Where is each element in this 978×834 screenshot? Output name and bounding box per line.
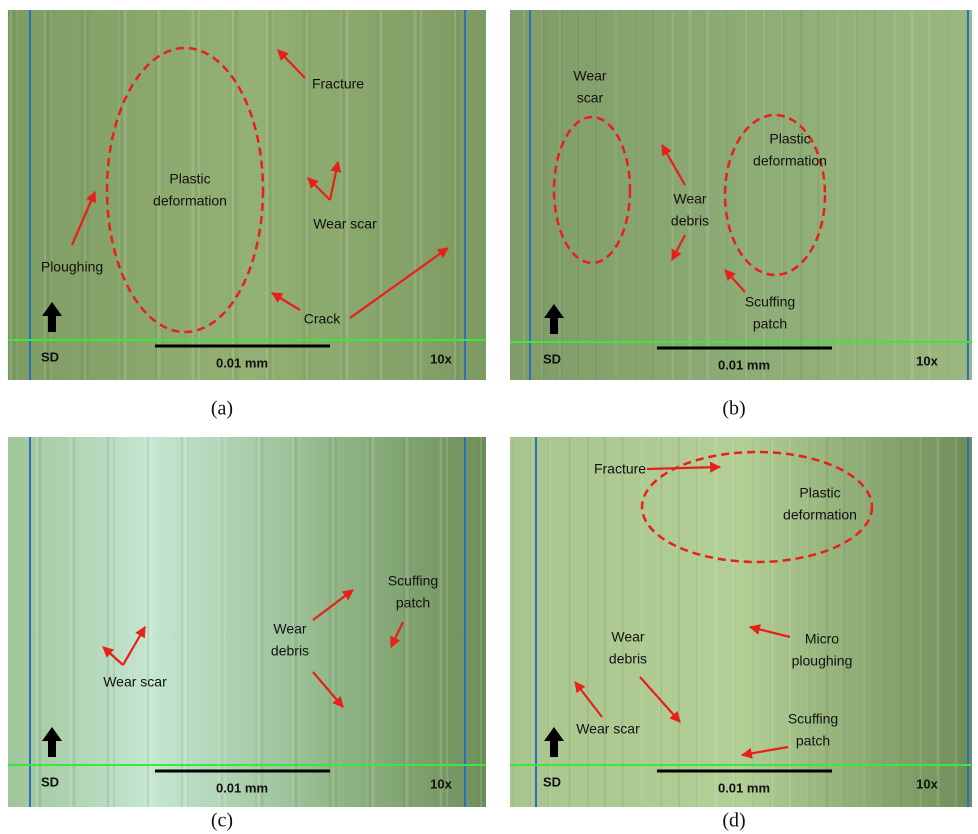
magnification: 10x (430, 351, 452, 366)
scale-label: 0.01 mm (216, 780, 268, 795)
sd-label: SD (41, 774, 59, 789)
annotation-text: Crack (304, 311, 342, 327)
sd-label: SD (543, 774, 561, 789)
annotation-text: patch (396, 595, 430, 611)
sd-label: SD (543, 351, 561, 366)
micrograph (510, 437, 972, 807)
annotation-text: Fracture (312, 76, 364, 92)
annotation-text: patch (796, 733, 830, 749)
annotation-text: Wear scar (576, 721, 640, 737)
annotation-text: Wear (273, 621, 307, 637)
panel: SD 0.01 mm 10x Wear scar Plastic deformation We… (510, 10, 972, 380)
annotation-text: patch (753, 316, 787, 332)
annotation-text: debris (671, 213, 709, 229)
annotation-text: debris (271, 643, 309, 659)
annotation-text: Plastic (769, 131, 810, 147)
scale-label: 0.01 mm (718, 780, 770, 795)
annotation-text: scar (577, 90, 604, 106)
annotation-text: Wear (611, 629, 645, 645)
sd-label: SD (41, 349, 59, 364)
scale-label: 0.01 mm (216, 355, 268, 370)
annotation-text: Scuffing (745, 294, 795, 310)
magnification: 10x (430, 776, 452, 791)
panel-caption: (c) (211, 810, 233, 832)
figure: SD 0.01 mm 10x Fracture Plastic deformation We… (0, 0, 978, 834)
annotation-text: ploughing (792, 653, 853, 669)
magnification: 10x (916, 353, 938, 368)
annotation-text: Micro (805, 631, 839, 647)
panel: SD 0.01 mm 10x Fracture Plastic deformation Mi… (510, 437, 972, 807)
annotation-text: Wear (673, 191, 707, 207)
panel: SD 0.01 mm 10x Fracture Plastic deformation We… (8, 10, 486, 380)
annotation-text: Wear scar (103, 674, 167, 690)
panel-caption: (d) (722, 810, 745, 832)
annotation-text: Ploughing (41, 259, 103, 275)
annotation-text: Fracture (594, 461, 646, 477)
annotation-text: Plastic (799, 485, 840, 501)
scale-label: 0.01 mm (718, 357, 770, 372)
annotation-text: deformation (753, 153, 827, 169)
panel: SD 0.01 mm 10x Wear scar Wear debris Scuffing p… (8, 437, 486, 807)
annotation-text: deformation (783, 507, 857, 523)
annotation-text: deformation (153, 193, 227, 209)
annotation-text: debris (609, 651, 647, 667)
annotation-text: Scuffing (788, 711, 838, 727)
panel-caption: (a) (211, 398, 233, 420)
panel-caption: (b) (722, 398, 745, 420)
annotation-text: Scuffing (388, 573, 438, 589)
annotation-text: Plastic (169, 171, 210, 187)
micrograph (8, 437, 486, 807)
annotation-text: Wear (573, 68, 607, 84)
magnification: 10x (916, 776, 938, 791)
annotation-text: Wear scar (313, 216, 377, 232)
